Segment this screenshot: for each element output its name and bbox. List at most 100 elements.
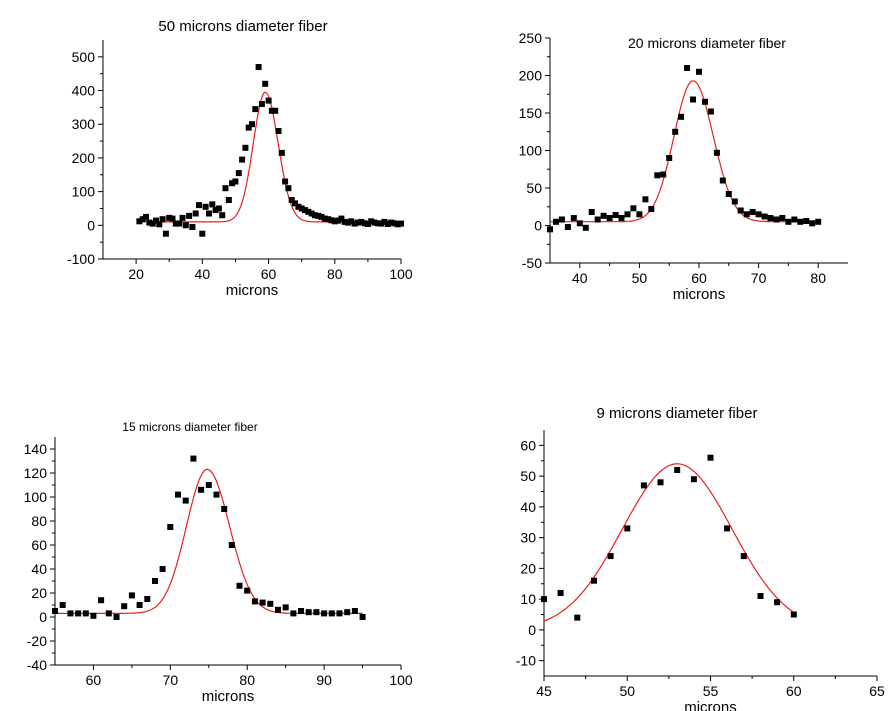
- data-point: [272, 107, 279, 114]
- x-axis-label: microns: [202, 688, 255, 705]
- x-tick-label: 20: [128, 266, 144, 282]
- data-point: [361, 220, 368, 227]
- data-point: [265, 97, 272, 104]
- data-point: [228, 542, 235, 548]
- data-point: [275, 606, 281, 613]
- data-point: [308, 210, 315, 217]
- data-point: [311, 212, 318, 219]
- data-point: [302, 207, 308, 214]
- y-tick-label: 40: [520, 499, 536, 515]
- data-point: [336, 610, 343, 617]
- data-point: [702, 98, 708, 105]
- data-point: [774, 599, 781, 606]
- data-point: [557, 590, 564, 596]
- x-tick-label: 80: [327, 266, 343, 282]
- x-axis-label: microns: [684, 699, 737, 711]
- y-tick-label: 40: [31, 561, 47, 577]
- data-point: [394, 221, 401, 228]
- data-point: [719, 177, 726, 184]
- data-point: [232, 178, 239, 185]
- x-tick-label: 60: [786, 683, 802, 699]
- data-point: [388, 219, 395, 226]
- data-point: [767, 215, 774, 221]
- data-point: [674, 467, 681, 473]
- data-point: [364, 221, 371, 227]
- data-point: [391, 220, 398, 227]
- data-point: [128, 592, 135, 599]
- fit-curve: [550, 80, 819, 223]
- data-point: [196, 202, 202, 209]
- data-point: [797, 218, 804, 225]
- data-point: [290, 610, 297, 617]
- data-point: [791, 216, 798, 223]
- data-point: [169, 215, 176, 222]
- data-point: [640, 482, 647, 489]
- y-tick-label: 50: [520, 468, 536, 484]
- y-tick-label: 0: [534, 218, 542, 234]
- data-point: [341, 218, 348, 225]
- data-point: [245, 124, 252, 131]
- y-tick-label: 150: [519, 105, 543, 121]
- x-tick-label: 60: [691, 270, 707, 286]
- chart-panel-2: 40 50 60 70 80 -50 0 50 100 150 200 250 20 microns d…: [519, 30, 848, 303]
- data-point: [258, 101, 265, 107]
- data-point: [221, 506, 228, 512]
- x-tick-label: 80: [239, 672, 255, 688]
- data-point: [600, 212, 607, 219]
- data-point: [292, 200, 298, 207]
- data-point: [82, 610, 89, 617]
- y-tick-label: -50: [522, 255, 542, 271]
- data-point: [305, 208, 312, 215]
- x-axis-label: microns: [226, 282, 279, 299]
- data-point: [574, 614, 581, 621]
- y-tick-label: -40: [27, 657, 47, 673]
- data-point: [198, 486, 205, 493]
- data-point: [707, 454, 714, 461]
- data-point: [338, 215, 345, 222]
- data-point: [553, 218, 559, 225]
- data-point: [351, 608, 358, 614]
- data-point: [172, 220, 179, 227]
- data-point: [255, 64, 262, 70]
- chart-title: 50 microns diameter fiber: [158, 18, 327, 35]
- data-point: [345, 219, 351, 226]
- x-tick-label: 50: [632, 270, 648, 286]
- data-point: [159, 216, 166, 223]
- data-point: [209, 201, 216, 208]
- fit-curve: [543, 463, 795, 622]
- data-point: [588, 209, 595, 215]
- data-point: [179, 214, 186, 221]
- data-point: [624, 525, 631, 532]
- data-point: [321, 215, 328, 222]
- data-point: [152, 578, 158, 584]
- data-point: [315, 212, 322, 219]
- data-point: [612, 212, 619, 218]
- data-point: [707, 108, 714, 115]
- data-point: [262, 80, 269, 87]
- data-point: [136, 602, 143, 608]
- chart-title: 15 microns diameter fiber: [122, 420, 257, 434]
- data-point: [607, 553, 614, 560]
- data-point: [624, 211, 631, 218]
- y-tick-label: 80: [31, 513, 47, 529]
- data-point: [251, 598, 258, 605]
- x-tick-label: 40: [572, 270, 588, 286]
- data-point: [591, 577, 597, 584]
- data-point: [143, 213, 149, 220]
- x-tick-label: 60: [261, 266, 277, 282]
- data-point: [740, 553, 747, 560]
- x-tick-label: 65: [869, 683, 885, 699]
- data-point: [541, 596, 547, 603]
- data-point: [594, 216, 601, 223]
- data-point: [278, 149, 285, 156]
- y-tick-label: 60: [520, 437, 536, 453]
- chart-panel-4: 45 50 55 60 65 -10 0 10 20 30 40 50 60 9 microns diam…: [516, 405, 885, 711]
- data-point: [236, 582, 243, 589]
- x-axis-label: microns: [673, 286, 726, 303]
- data-point: [576, 220, 583, 227]
- data-point: [618, 215, 625, 221]
- data-point: [176, 220, 183, 227]
- data-point: [648, 206, 655, 212]
- data-point: [321, 610, 328, 617]
